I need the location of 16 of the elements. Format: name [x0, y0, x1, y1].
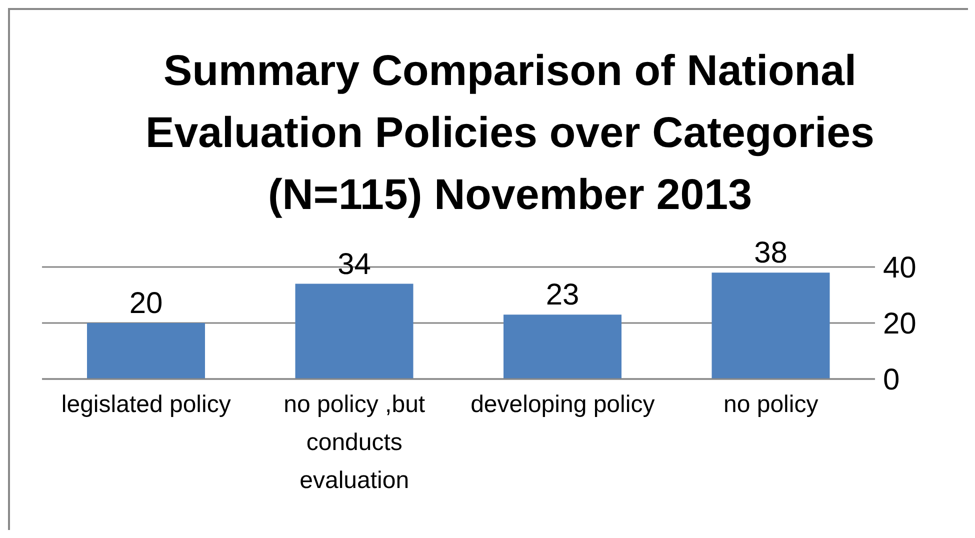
x-tick-label: developing policy — [470, 391, 655, 418]
x-tick-label: no policy — [724, 391, 818, 418]
data-label: 34 — [338, 248, 371, 281]
data-label: 38 — [754, 236, 788, 270]
x-tick-label: legislated policy — [61, 391, 231, 418]
data-label: 20 — [129, 287, 163, 320]
bar — [712, 272, 830, 379]
bar — [87, 323, 205, 379]
y-tick-label: 40 — [883, 252, 916, 285]
chart-title: Summary Comparison of National Evaluation Policies over Categories (N=115) November 2013 — [144, 46, 876, 221]
y-tick-label: 20 — [883, 308, 916, 341]
bar — [295, 284, 414, 379]
bar — [504, 314, 622, 379]
x-tick-label: no policy ,but conducts evaluation — [284, 391, 426, 494]
y-tick-label: 0 — [883, 364, 900, 397]
data-label: 23 — [546, 278, 580, 312]
